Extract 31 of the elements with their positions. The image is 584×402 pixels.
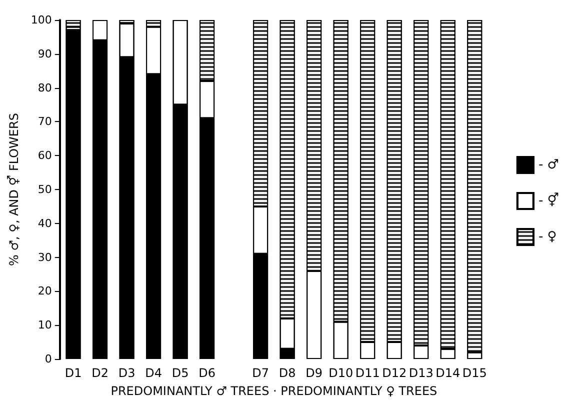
x-tick-label: D7 bbox=[252, 366, 270, 380]
y-tick-label: 0 bbox=[44, 352, 52, 366]
y-tick-label: 60 bbox=[38, 149, 52, 162]
legend-label: - ♀ bbox=[538, 230, 557, 244]
x-tick-label: D10 bbox=[328, 366, 354, 380]
y-axis-title: % ♂, ♀, AND ⚥ FLOWERS bbox=[7, 113, 21, 266]
legend-label: - ♂ bbox=[538, 158, 559, 172]
x-tick-label: D5 bbox=[172, 366, 189, 380]
y-tick-label: 100 bbox=[30, 14, 52, 26]
x-tick-label: D3 bbox=[118, 366, 136, 380]
y-tick-label: 90 bbox=[38, 47, 52, 60]
y-tick-label: 70 bbox=[38, 115, 52, 128]
x-tick-label: D12 bbox=[382, 366, 407, 380]
x-tick-label: D4 bbox=[145, 366, 162, 380]
y-tick-label: 30 bbox=[38, 250, 52, 264]
x-tick-label: D14 bbox=[436, 366, 460, 380]
x-tick-label: D6 bbox=[198, 366, 216, 380]
legend-label: - ⚥ bbox=[538, 192, 559, 208]
x-tick-label: D1 bbox=[64, 366, 82, 380]
x-tick-label: D13 bbox=[408, 366, 434, 380]
y-tick-label: 80 bbox=[38, 81, 52, 94]
y-tick-label: 40 bbox=[38, 216, 52, 230]
y-tick-label: 10 bbox=[38, 318, 52, 332]
x-axis-title: PREDOMINANTLY ♂ TREES · PREDOMINANTLY ♀ TREES bbox=[110, 384, 438, 398]
y-tick-label: 50 bbox=[38, 183, 52, 196]
x-tick-label: D11 bbox=[355, 366, 380, 380]
x-tick-label: D8 bbox=[278, 366, 296, 380]
x-tick-label: D9 bbox=[306, 366, 323, 380]
y-tick-label: 20 bbox=[38, 284, 52, 298]
x-tick-label: D15 bbox=[462, 366, 487, 380]
x-tick-label: D2 bbox=[92, 366, 108, 380]
